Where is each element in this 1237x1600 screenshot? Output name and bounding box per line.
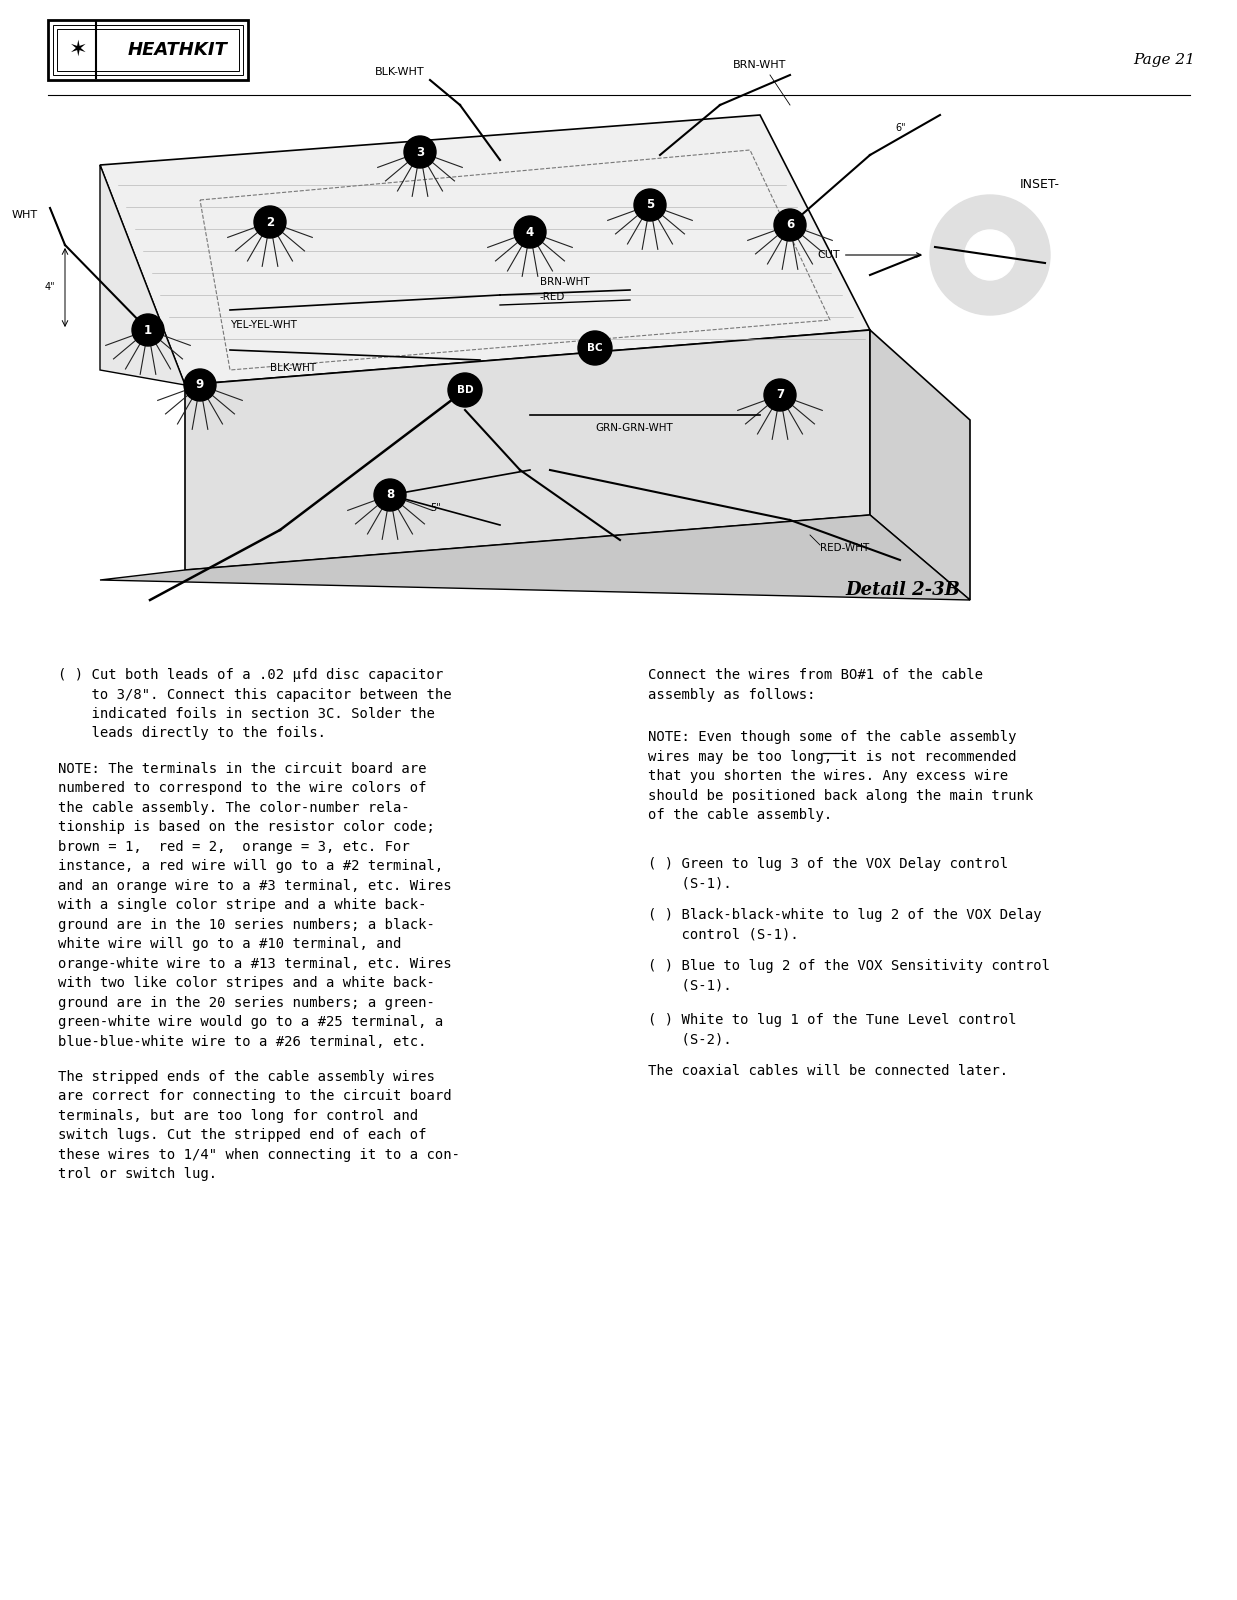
Text: are correct for connecting to the circuit board: are correct for connecting to the circui… — [58, 1090, 452, 1102]
Circle shape — [448, 373, 482, 406]
Text: of the cable assembly.: of the cable assembly. — [648, 808, 833, 822]
Text: ( ) White to lug 1 of the Tune Level control: ( ) White to lug 1 of the Tune Level con… — [648, 1013, 1017, 1027]
Circle shape — [132, 314, 165, 346]
Text: GRN-GRN-WHT: GRN-GRN-WHT — [595, 422, 673, 434]
Circle shape — [965, 230, 1016, 280]
Text: should be positioned back along the main trunk: should be positioned back along the main… — [648, 789, 1033, 803]
Circle shape — [374, 478, 406, 510]
Text: RED-WHT: RED-WHT — [820, 542, 870, 554]
Text: to 3/8". Connect this capacitor between the: to 3/8". Connect this capacitor between … — [58, 688, 452, 701]
Text: HEATHKIT: HEATHKIT — [129, 42, 228, 59]
Text: CUT: CUT — [818, 250, 922, 259]
Text: ground are in the 20 series numbers; a green-: ground are in the 20 series numbers; a g… — [58, 995, 435, 1010]
Text: 9: 9 — [195, 379, 204, 392]
Text: BRN-WHT: BRN-WHT — [541, 277, 590, 286]
Polygon shape — [100, 165, 186, 386]
Text: assembly as follows:: assembly as follows: — [648, 688, 815, 701]
Text: BC: BC — [588, 342, 602, 354]
Text: YEL-YEL-WHT: YEL-YEL-WHT — [230, 320, 297, 330]
Text: white wire will go to a #10 terminal, and: white wire will go to a #10 terminal, an… — [58, 938, 401, 950]
Text: the cable assembly. The color-number rela-: the cable assembly. The color-number rel… — [58, 800, 409, 814]
Text: control (S-1).: control (S-1). — [648, 928, 799, 941]
Text: NOTE: Even though some of the cable assembly: NOTE: Even though some of the cable asse… — [648, 730, 1017, 744]
Circle shape — [920, 186, 1060, 325]
Text: BLK-WHT: BLK-WHT — [375, 67, 424, 77]
Text: BD: BD — [456, 386, 474, 395]
Text: leads directly to the foils.: leads directly to the foils. — [58, 726, 327, 741]
Text: and an orange wire to a #3 terminal, etc. Wires: and an orange wire to a #3 terminal, etc… — [58, 878, 452, 893]
Polygon shape — [100, 515, 970, 600]
Circle shape — [764, 379, 795, 411]
Text: 6: 6 — [785, 219, 794, 232]
Circle shape — [635, 189, 666, 221]
Text: indicated foils in section 3C. Solder the: indicated foils in section 3C. Solder th… — [58, 707, 435, 722]
Text: ✶: ✶ — [69, 40, 88, 59]
Text: brown = 1,  red = 2,  orange = 3, etc. For: brown = 1, red = 2, orange = 3, etc. For — [58, 840, 409, 854]
Text: 1: 1 — [143, 323, 152, 336]
Text: 3: 3 — [416, 146, 424, 158]
Bar — [57, 29, 239, 70]
Text: -RED: -RED — [541, 291, 565, 302]
Circle shape — [184, 370, 216, 402]
Text: 5: 5 — [646, 198, 654, 211]
Text: WHT: WHT — [12, 210, 38, 219]
Text: 6": 6" — [896, 123, 905, 133]
Text: 7: 7 — [776, 389, 784, 402]
Polygon shape — [186, 330, 870, 570]
Text: Page 21: Page 21 — [1133, 53, 1195, 67]
Polygon shape — [870, 330, 970, 600]
Bar — [48, 19, 247, 80]
Circle shape — [404, 136, 435, 168]
Text: ground are in the 10 series numbers; a black-: ground are in the 10 series numbers; a b… — [58, 918, 435, 931]
Text: wires may be too long, it is not recommended: wires may be too long, it is not recomme… — [648, 750, 1017, 763]
Text: blue-blue-white wire to a #26 terminal, etc.: blue-blue-white wire to a #26 terminal, … — [58, 1035, 427, 1048]
Text: switch lugs. Cut the stripped end of each of: switch lugs. Cut the stripped end of eac… — [58, 1128, 427, 1142]
Text: 2: 2 — [266, 216, 275, 229]
Text: (S-1).: (S-1). — [648, 877, 732, 891]
Text: BLK-WHT: BLK-WHT — [270, 363, 317, 373]
Circle shape — [254, 206, 286, 238]
Text: NOTE: The terminals in the circuit board are: NOTE: The terminals in the circuit board… — [58, 762, 427, 776]
Bar — [53, 26, 242, 75]
Text: 5": 5" — [430, 502, 440, 514]
Text: ( ) Blue to lug 2 of the VOX Sensitivity control: ( ) Blue to lug 2 of the VOX Sensitivity… — [648, 958, 1050, 973]
Circle shape — [515, 216, 546, 248]
Text: 4": 4" — [45, 282, 54, 291]
Text: with a single color stripe and a white back-: with a single color stripe and a white b… — [58, 898, 427, 912]
Text: these wires to 1/4" when connecting it to a con-: these wires to 1/4" when connecting it t… — [58, 1147, 460, 1162]
Text: that you shorten the wires. Any excess wire: that you shorten the wires. Any excess w… — [648, 770, 1008, 784]
Circle shape — [578, 331, 612, 365]
Text: BRN-WHT: BRN-WHT — [734, 59, 787, 70]
Text: The stripped ends of the cable assembly wires: The stripped ends of the cable assembly … — [58, 1070, 435, 1083]
Circle shape — [930, 195, 1050, 315]
Text: tionship is based on the resistor color code;: tionship is based on the resistor color … — [58, 821, 435, 834]
Text: 4: 4 — [526, 226, 534, 238]
Text: Detail 2-3B: Detail 2-3B — [845, 581, 960, 598]
Text: The coaxial cables will be connected later.: The coaxial cables will be connected lat… — [648, 1064, 1008, 1078]
Text: ( ) Black-black-white to lug 2 of the VOX Delay: ( ) Black-black-white to lug 2 of the VO… — [648, 907, 1042, 922]
Text: 8: 8 — [386, 488, 395, 501]
Text: trol or switch lug.: trol or switch lug. — [58, 1166, 218, 1181]
Polygon shape — [100, 115, 870, 386]
Text: numbered to correspond to the wire colors of: numbered to correspond to the wire color… — [58, 781, 427, 795]
Text: ( ) Green to lug 3 of the VOX Delay control: ( ) Green to lug 3 of the VOX Delay cont… — [648, 858, 1008, 870]
Text: instance, a red wire will go to a #2 terminal,: instance, a red wire will go to a #2 ter… — [58, 859, 443, 874]
Text: terminals, but are too long for control and: terminals, but are too long for control … — [58, 1109, 418, 1123]
Text: Connect the wires from BO#1 of the cable: Connect the wires from BO#1 of the cable — [648, 669, 983, 682]
Text: green-white wire would go to a #25 terminal, a: green-white wire would go to a #25 termi… — [58, 1014, 443, 1029]
Text: INSET-: INSET- — [1021, 179, 1060, 192]
Text: with two like color stripes and a white back-: with two like color stripes and a white … — [58, 976, 435, 990]
Text: ( ) Cut both leads of a .02 μfd disc capacitor: ( ) Cut both leads of a .02 μfd disc cap… — [58, 669, 443, 682]
Text: (S-2).: (S-2). — [648, 1032, 732, 1046]
Text: (S-1).: (S-1). — [648, 978, 732, 992]
Text: orange-white wire to a #13 terminal, etc. Wires: orange-white wire to a #13 terminal, etc… — [58, 957, 452, 971]
Circle shape — [774, 210, 807, 242]
